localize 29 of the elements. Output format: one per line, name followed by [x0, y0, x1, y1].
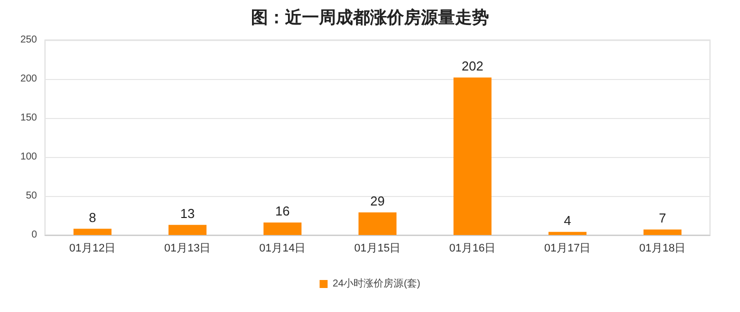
x-tick-label: 01月13日: [164, 242, 211, 254]
data-label: 8: [88, 210, 96, 225]
x-tick-label: 01月12日: [69, 242, 116, 254]
x-tick-label: 01月14日: [259, 242, 306, 254]
data-label: 29: [370, 193, 385, 208]
y-tick-label: 100: [20, 152, 38, 162]
x-tick-label: 01月16日: [449, 242, 496, 254]
x-tick-label: 01月15日: [354, 242, 401, 254]
data-label: 13: [180, 206, 195, 221]
y-tick-label: 50: [26, 190, 38, 202]
data-label: 7: [658, 210, 666, 226]
x-tick-label: 01月18日: [639, 242, 686, 254]
bar: [168, 224, 206, 235]
chart-title: 图：近一周成都涨价房源量走势: [251, 8, 489, 27]
bar: [358, 212, 396, 235]
y-tick-label: 200: [20, 74, 38, 84]
bar: [548, 232, 586, 235]
bar: [74, 228, 112, 235]
x-tick-label: 01月17日: [544, 242, 591, 254]
data-label: 4: [564, 212, 572, 228]
legend-label: 24小时涨价房源(套): [332, 278, 420, 290]
bar: [644, 230, 682, 235]
bar: [454, 77, 492, 235]
data-label: 16: [275, 204, 290, 219]
y-tick-label: 0: [31, 230, 38, 240]
bar: [264, 222, 302, 235]
data-label: 202: [462, 58, 484, 74]
y-tick-label: 150: [20, 112, 38, 124]
y-tick-label: 250: [20, 34, 38, 46]
